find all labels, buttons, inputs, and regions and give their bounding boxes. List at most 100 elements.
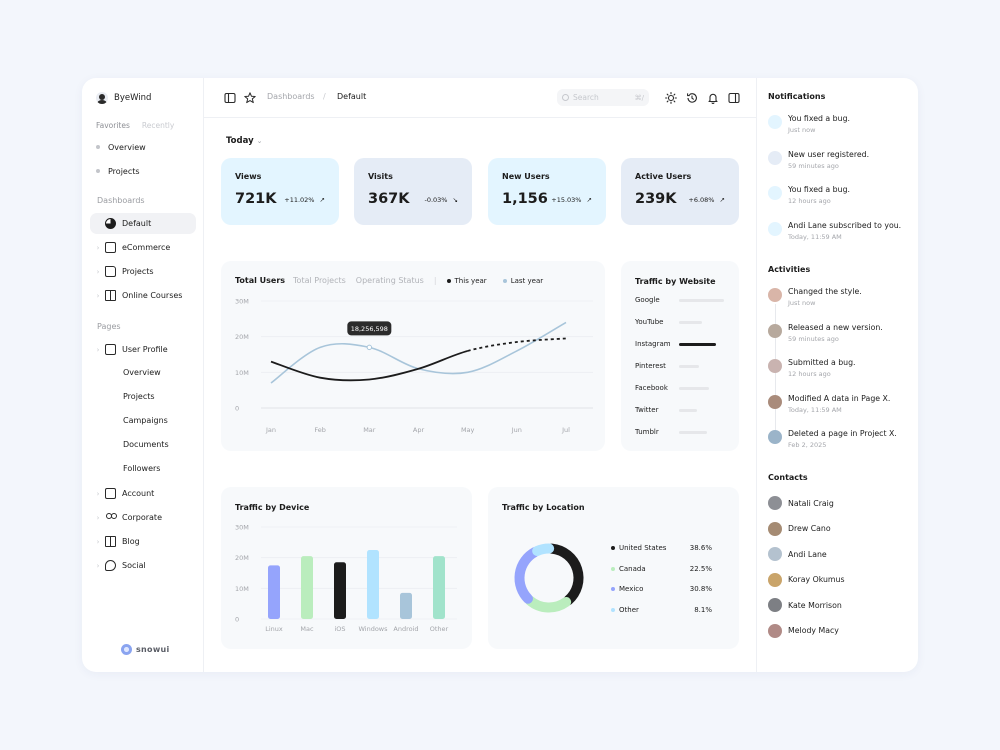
star-icon[interactable] — [244, 92, 256, 104]
search-placeholder: Search — [573, 93, 599, 102]
notification-item[interactable]: You fixed a bug. 12 hours ago — [768, 185, 913, 211]
sidebar-item-ecommerce[interactable]: › eCommerce — [90, 237, 196, 258]
bell-icon[interactable] — [707, 92, 719, 104]
activity-item[interactable]: Deleted a page in Project X. Feb 2, 2025 — [768, 429, 913, 455]
sidebar-item-projects[interactable]: › Projects — [90, 261, 196, 282]
contact-item[interactable]: Koray Okumus — [768, 572, 845, 587]
contact-item[interactable]: Natali Craig — [768, 496, 834, 510]
website-label[interactable]: Pinterest — [635, 362, 666, 370]
book-open-icon — [105, 290, 116, 301]
sidebar-subitem-campaigns[interactable]: Campaigns — [123, 416, 168, 425]
notifications-heading: Notifications — [768, 92, 826, 101]
stat-card-new-users: New Users 1,156 +15.03% ↗ — [488, 158, 606, 225]
sidebar-subitem-documents[interactable]: Documents — [123, 440, 169, 449]
activity-item[interactable]: Modified A data in Page X. Today, 11:59 A… — [768, 394, 913, 420]
stat-change-value: +15.03% — [551, 196, 582, 204]
y-tick-label: 30M — [235, 524, 249, 532]
website-label[interactable]: Facebook — [635, 384, 668, 392]
sidebar-item-social[interactable]: › Social — [90, 555, 196, 576]
activity-text: Modified A data in Page X. — [788, 393, 891, 403]
tab-total-projects[interactable]: Total Projects — [293, 276, 346, 285]
chevron-right-icon: › — [96, 267, 100, 276]
sidebar-subitem-projects[interactable]: Projects — [123, 392, 155, 401]
history-icon[interactable] — [686, 92, 698, 104]
location-percent: 22.5% — [689, 564, 712, 573]
website-label[interactable]: Instagram — [635, 340, 671, 348]
sun-icon[interactable] — [665, 92, 677, 104]
contact-item[interactable]: Andi Lane — [768, 547, 827, 561]
sidebar-item-corporate[interactable]: › Corporate — [90, 507, 196, 528]
legend-label: Last year — [510, 276, 544, 285]
contact-item[interactable]: Kate Morrison — [768, 598, 842, 612]
tab-favorites[interactable]: Favorites — [96, 121, 130, 130]
notification-text: You fixed a bug. — [788, 185, 851, 194]
breadcrumb-dashboards[interactable]: Dashboards — [267, 92, 315, 101]
sidebar-item-label: Blog — [122, 537, 140, 546]
notification-time: Just now — [788, 126, 816, 134]
folder-icon — [105, 266, 116, 277]
x-tick-label: Apr — [413, 426, 425, 434]
sidebar-subitem-overview[interactable]: Overview — [123, 368, 161, 377]
period-select[interactable]: Today ⌄ — [226, 136, 262, 146]
stat-card-views: Views 721K +11.02% ↗ — [221, 158, 339, 225]
location-name: United States — [619, 544, 667, 552]
brand[interactable]: ByeWind — [96, 92, 151, 104]
search-input[interactable]: Search ⌘/ — [557, 89, 649, 106]
favorite-item-projects[interactable]: Projects — [96, 164, 140, 178]
activity-item[interactable]: Changed the style. Just now — [768, 287, 913, 313]
tab-total-users[interactable]: Total Users — [235, 276, 286, 285]
chevron-right-icon: › — [96, 537, 100, 546]
panel-toggle-icon[interactable] — [728, 92, 740, 104]
x-tick-label: Other — [430, 625, 449, 633]
series-line-this-year — [270, 350, 468, 382]
website-label[interactable]: YouTube — [635, 318, 664, 326]
sidebar-item-account[interactable]: › Account — [90, 483, 196, 504]
contact-item[interactable]: Melody Macy — [768, 623, 839, 638]
notification-item[interactable]: You fixed a bug. Just now — [768, 114, 913, 140]
notification-item[interactable]: New user registered. 59 minutes ago — [768, 150, 913, 176]
chevron-right-icon: › — [96, 243, 100, 252]
bullet-icon — [96, 169, 100, 173]
activity-item[interactable]: Released a new version. 59 minutes ago — [768, 323, 913, 349]
stat-title: Views — [235, 172, 262, 181]
x-tick-label: Android — [393, 625, 418, 633]
sidebar-subitem-followers[interactable]: Followers — [123, 464, 161, 473]
x-tick-label: Mar — [363, 426, 376, 434]
sidebar-item-blog[interactable]: › Blog — [90, 531, 196, 552]
sidebar-item-label: Online Courses — [122, 291, 183, 300]
favorite-label: Projects — [108, 166, 140, 176]
avatar — [768, 572, 782, 587]
website-label[interactable]: Tumblr — [635, 428, 659, 436]
broadcast-icon — [768, 221, 782, 236]
chart-tabs: Total Users Total Projects Operating Sta… — [235, 276, 559, 285]
notification-item[interactable]: Andi Lane subscribed to you. Today, 11:59… — [768, 221, 913, 247]
tab-recently[interactable]: Recently — [141, 121, 175, 130]
website-bar — [679, 321, 702, 324]
dashboard-window: ByeWind Favorites Recently Overview Proj… — [82, 78, 918, 672]
sidebar-item-online-courses[interactable]: › Online Courses — [90, 285, 196, 306]
website-label[interactable]: Google — [635, 296, 660, 304]
sidebar-toggle-icon[interactable] — [224, 92, 236, 104]
chevron-down-icon: ⌄ — [256, 137, 263, 145]
sidebar-item-default[interactable]: Default — [90, 213, 196, 234]
chevron-right-icon: › — [96, 561, 100, 570]
favorite-item-overview[interactable]: Overview — [96, 140, 146, 154]
activity-time: Feb 2, 2025 — [788, 441, 827, 449]
sidebar-item-user-profile[interactable]: › User Profile — [90, 339, 196, 360]
stat-change-value: +6.08% — [688, 196, 715, 204]
stat-value: 721K — [235, 191, 277, 207]
website-bar — [679, 365, 699, 368]
activity-time: Just now — [788, 299, 816, 307]
activity-item[interactable]: Submitted a bug. 12 hours ago — [768, 358, 913, 384]
notification-text: Andi Lane subscribed to you. — [788, 220, 902, 230]
website-label[interactable]: Twitter — [635, 406, 659, 414]
contact-item[interactable]: Drew Cano — [768, 521, 831, 536]
x-tick-label: Linux — [265, 625, 283, 633]
brand-name: ByeWind — [114, 93, 152, 103]
activity-time: 59 minutes ago — [788, 334, 839, 343]
favorites-tabs: Favorites Recently — [96, 121, 174, 130]
website-bar — [679, 343, 716, 346]
chevron-down-icon: › — [96, 345, 100, 354]
sidebar: ByeWind Favorites Recently Overview Proj… — [82, 78, 204, 672]
tab-operating-status[interactable]: Operating Status — [355, 276, 424, 285]
